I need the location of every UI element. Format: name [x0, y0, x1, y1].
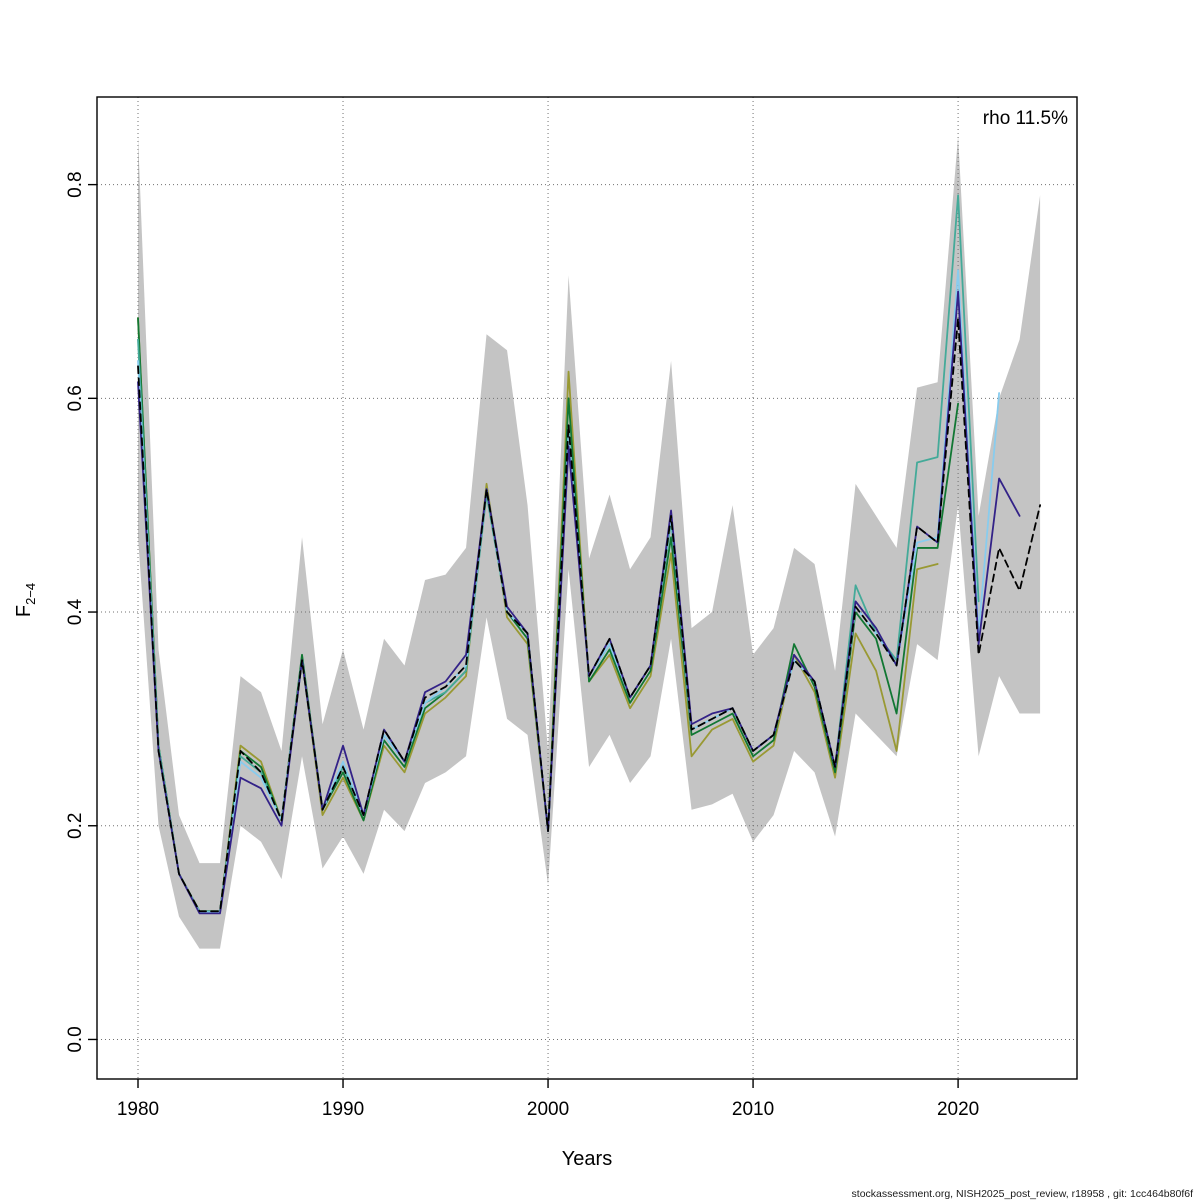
x-axis-tick-label: 2020 — [937, 1099, 979, 1120]
y-axis-label-subscript: 2−4 — [23, 583, 38, 605]
x-axis-tick-label: 1980 — [117, 1099, 159, 1120]
axis-ticks-layer — [88, 183, 959, 1088]
y-axis-tick-label: 0.6 — [65, 385, 86, 411]
gridline-layer — [97, 97, 1077, 1079]
series-line-base-run — [137, 317, 1041, 913]
axis-tick-labels-layer: 1980 1990 2000 2010 2020 0.0 0.2 0.4 0.6 0.8 — [65, 171, 979, 1120]
rho-annotation: rho 11.5% — [983, 108, 1068, 129]
x-axis-tick-label: 1990 — [322, 1099, 364, 1120]
y-axis-tick-label: 0.8 — [65, 171, 86, 197]
confidence-band-layer — [138, 136, 1041, 949]
series-layer — [137, 194, 1041, 915]
y-axis-label: F2−4 — [13, 583, 38, 617]
y-axis-tick-label: 0.4 — [65, 598, 86, 625]
y-axis-tick-label: 0.2 — [65, 813, 86, 839]
y-axis-tick-label: 0.0 — [65, 1026, 86, 1052]
x-axis-tick-label: 2000 — [527, 1099, 569, 1120]
x-axis-label: Years — [562, 1148, 612, 1170]
footer-credit: stockassessment.org, NISH2025_post_revie… — [852, 1188, 1194, 1200]
x-axis-tick-label: 2010 — [732, 1099, 774, 1120]
y-axis-label-base: F — [13, 605, 35, 617]
plot-border — [96, 96, 1078, 1080]
confidence-band — [138, 136, 1041, 949]
